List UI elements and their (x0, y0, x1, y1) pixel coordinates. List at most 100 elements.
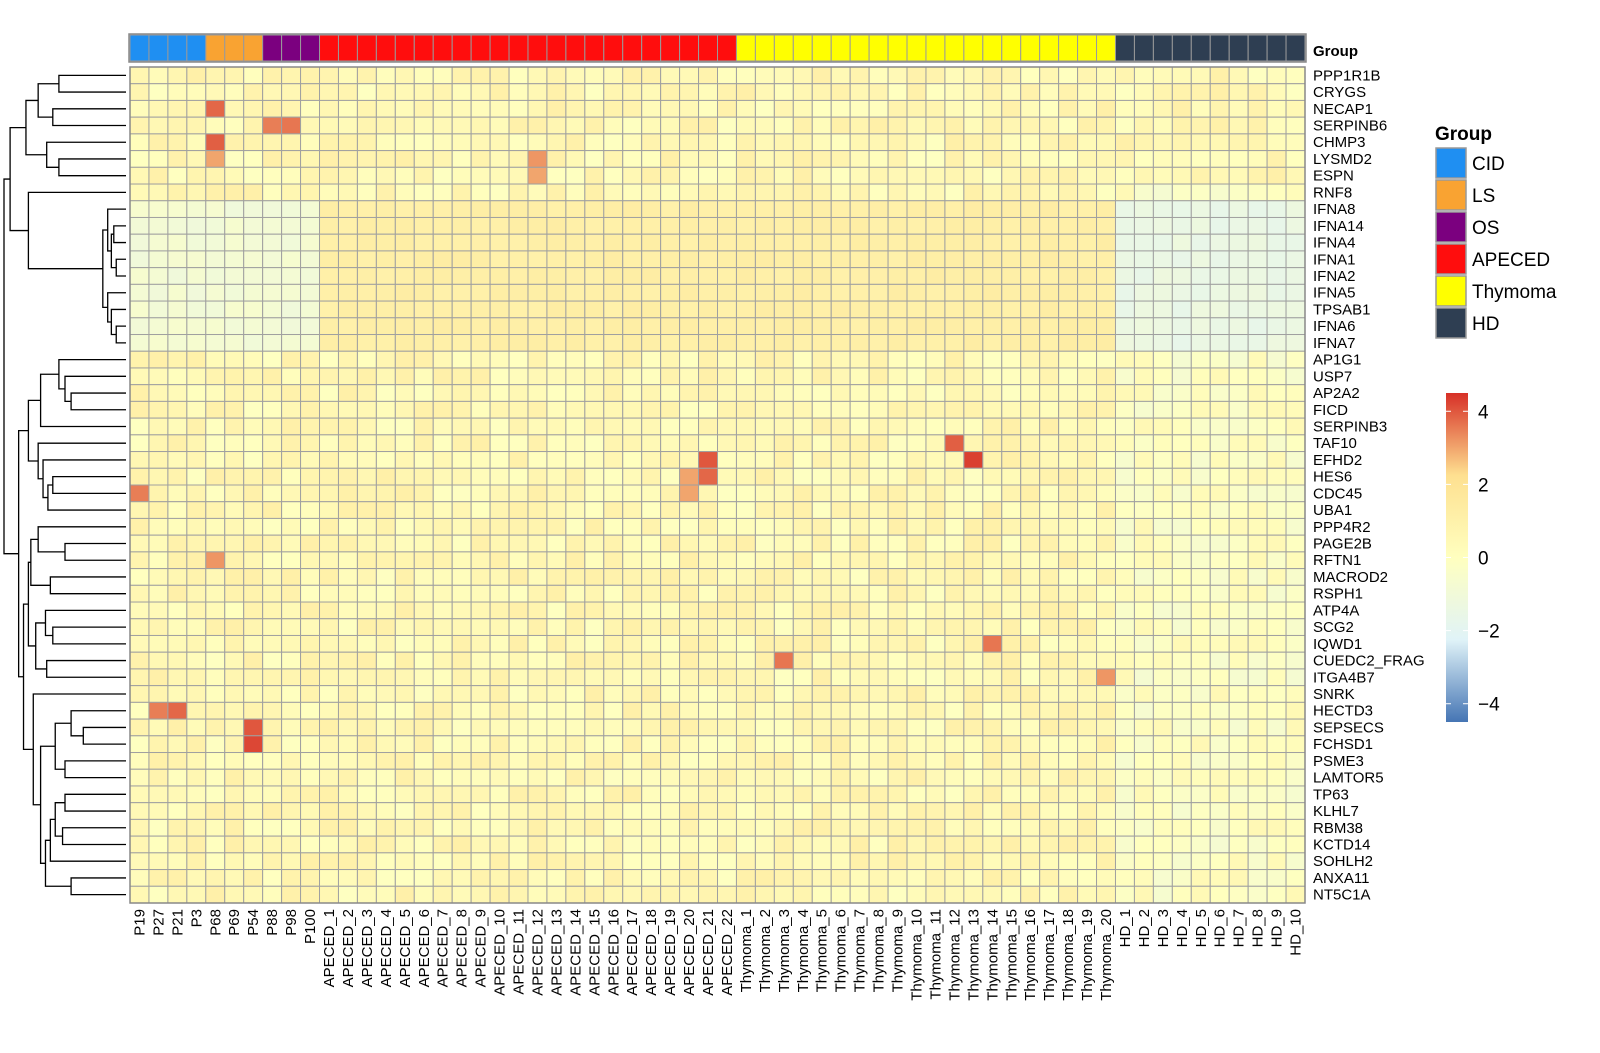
heatmap-cell (887, 367, 908, 386)
heatmap-cell (489, 885, 510, 904)
heatmap-cell (148, 869, 169, 887)
heatmap-cell (830, 300, 851, 319)
heatmap-cell (679, 668, 700, 687)
heatmap-cell (887, 384, 908, 402)
heatmap-cell (243, 116, 264, 135)
heatmap-cell (319, 400, 339, 419)
heatmap-cell (868, 752, 889, 770)
column-label: APECED_22 (719, 909, 736, 996)
heatmap-cell (394, 802, 415, 820)
annotation-cell (1285, 34, 1306, 62)
heatmap-cell (1133, 99, 1154, 118)
dendrogram-branch (49, 818, 126, 862)
heatmap-cell (1171, 283, 1192, 302)
heatmap-cell (1020, 233, 1041, 252)
heatmap-cell (584, 618, 605, 636)
heatmap-cell (963, 651, 984, 670)
heatmap-cell (167, 785, 188, 804)
heatmap-cell (679, 752, 700, 770)
heatmap-cell (356, 250, 377, 269)
heatmap-cell (300, 634, 321, 653)
heatmap-cell (887, 484, 908, 503)
heatmap-cell (963, 701, 984, 720)
heatmap-cell (1058, 885, 1079, 904)
heatmap-cell (963, 434, 984, 453)
heatmap-cell (508, 818, 529, 837)
heatmap-cell (735, 885, 756, 904)
heatmap-cell (508, 752, 529, 770)
heatmap-cell (129, 802, 150, 820)
heatmap-cell (830, 317, 851, 336)
row-label: TPSAB1 (1313, 301, 1371, 318)
heatmap-cell (167, 752, 188, 770)
heatmap-cell (129, 200, 150, 218)
heatmap-cell (1266, 400, 1287, 419)
heatmap-cell (224, 317, 245, 336)
heatmap-cell (1114, 501, 1135, 519)
heatmap-cell (754, 701, 775, 720)
heatmap-cell (1114, 534, 1135, 553)
heatmap-cell (1228, 216, 1249, 235)
heatmap-cell (963, 818, 984, 837)
heatmap-cell (1152, 685, 1173, 703)
heatmap-cell (470, 852, 491, 871)
heatmap-cell (129, 133, 150, 152)
heatmap-cell (451, 802, 472, 820)
heatmap-cell (300, 618, 321, 636)
heatmap-cell (849, 568, 870, 586)
heatmap-cell (792, 818, 813, 837)
heatmap-cell (300, 517, 321, 536)
heatmap-cell (375, 367, 396, 386)
heatmap-cell (735, 568, 756, 586)
heatmap-cell (754, 685, 775, 703)
heatmap-cell (679, 484, 700, 503)
heatmap-cell (1058, 133, 1079, 152)
heatmap-cell (337, 618, 358, 636)
heatmap-cell (394, 885, 415, 904)
heatmap-cell (1058, 752, 1079, 770)
heatmap-cell (773, 267, 794, 285)
heatmap-cell (1039, 484, 1060, 503)
column-label: APECED_5 (397, 909, 414, 987)
heatmap-cell (243, 334, 264, 352)
heatmap-cell (1039, 434, 1060, 453)
heatmap-cell (792, 601, 813, 620)
heatmap-cell (565, 317, 586, 336)
heatmap-cell (319, 735, 339, 754)
heatmap-cell (224, 651, 245, 670)
heatmap-cell (262, 618, 283, 636)
heatmap-cell (1228, 501, 1249, 519)
heatmap-cell (527, 400, 548, 419)
heatmap-cell (1133, 634, 1154, 653)
heatmap-cell (1096, 317, 1116, 336)
heatmap-cell (1039, 651, 1060, 670)
heatmap-cell (167, 835, 188, 854)
heatmap-cell (925, 200, 946, 218)
heatmap-cell (129, 551, 150, 570)
heatmap-cell (944, 384, 965, 402)
heatmap-cell (1001, 66, 1022, 85)
heatmap-cell (1285, 685, 1306, 703)
heatmap-cell (1171, 802, 1192, 820)
heatmap-cell (148, 66, 169, 85)
heatmap-cell (489, 668, 510, 687)
heatmap-cell (546, 818, 567, 837)
heatmap-cell (717, 66, 737, 85)
annotation-cell (963, 34, 984, 62)
heatmap-cell (679, 634, 700, 653)
heatmap-cell (830, 200, 851, 218)
heatmap-cell (754, 384, 775, 402)
heatmap-cell (1209, 517, 1230, 536)
heatmap-cell (1247, 802, 1268, 820)
heatmap-cell (489, 451, 510, 469)
heatmap-cell (1039, 200, 1060, 218)
heatmap-cell (413, 400, 434, 419)
heatmap-cell (887, 634, 908, 653)
heatmap-cell (224, 484, 245, 503)
heatmap-cell (565, 334, 586, 352)
heatmap-cell (1171, 150, 1192, 168)
heatmap-cell (1152, 551, 1173, 570)
heatmap-cell (830, 133, 851, 152)
row-label: HECTD3 (1313, 703, 1373, 720)
heatmap-cell (224, 768, 245, 787)
